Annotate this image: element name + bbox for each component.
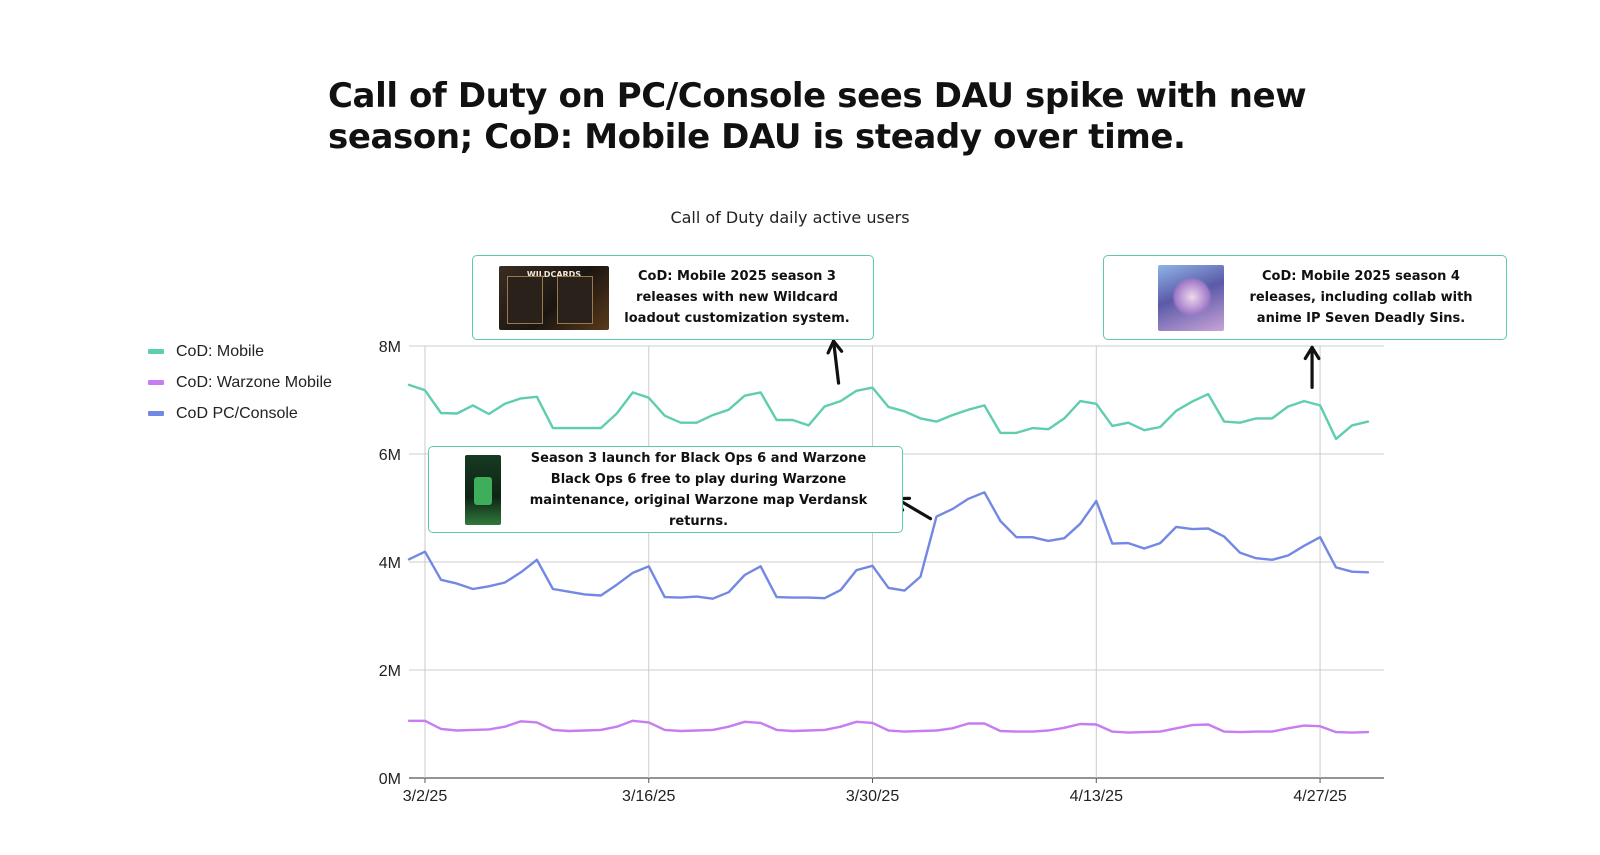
legend-label-warzone-mobile: CoD: Warzone Mobile (176, 373, 332, 391)
headline: Call of Duty on PC/Console sees DAU spik… (328, 76, 1328, 158)
y-tick-label: 8M (379, 339, 401, 356)
arrow-icon (826, 339, 844, 385)
soldier-art-icon (474, 476, 492, 505)
arrow-head (826, 339, 844, 355)
anime-collab-artwork-icon (1158, 264, 1224, 331)
arrow-icon (1303, 345, 1321, 389)
legend-item-mobile[interactable]: CoD: Mobile (148, 336, 332, 367)
x-tick-label: 3/16/25 (622, 788, 675, 805)
callout-text: Season 3 launch for Black Ops 6 and Warz… (529, 450, 868, 529)
legend-label-pc-console: CoD PC/Console (176, 404, 298, 422)
annotation-callout-season-3-pc: Season 3 launch for Black Ops 6 and Warz… (428, 446, 903, 533)
legend-item-warzone-mobile[interactable]: CoD: Warzone Mobile (148, 367, 332, 398)
black-ops-6-artwork-icon (465, 454, 501, 525)
series-line-pc-console (407, 491, 1370, 600)
chart-title: Call of Duty daily active users (670, 208, 910, 227)
arrow-head (1303, 345, 1321, 361)
y-tick-label: 0M (379, 771, 401, 788)
callout-text: CoD: Mobile 2025 season 4 releases, incl… (1249, 269, 1473, 326)
card-art-icon (507, 275, 543, 324)
chart-axes: 0M 2M 4M 6M 8M 3/2/25 3/16/25 3/30/25 4/13/25 4/2… (379, 339, 1347, 805)
callout-text: CoD: Mobile 2025 season 3 releases with … (624, 269, 850, 326)
y-tick-label: 4M (379, 555, 401, 572)
headline-line-1: Call of Duty on PC/Console sees DAU spik… (328, 76, 1307, 116)
y-tick-label: 6M (379, 447, 401, 464)
x-tick-label: 4/27/25 (1293, 788, 1346, 805)
legend-swatch-mobile-icon (148, 349, 164, 354)
x-tick-label: 4/13/25 (1070, 788, 1123, 805)
arrow-shaft (831, 339, 841, 385)
annotation-callout-season-4-mobile: CoD: Mobile 2025 season 4 releases, incl… (1103, 255, 1507, 340)
wildcards-artwork-icon: WILDCARDS (499, 265, 609, 330)
legend-label-mobile: CoD: Mobile (176, 342, 265, 360)
y-tick-label: 2M (379, 663, 401, 680)
legend-item-pc-console[interactable]: CoD PC/Console (148, 398, 332, 429)
legend: CoD: Mobile CoD: Warzone Mobile CoD PC/C… (148, 336, 332, 429)
x-tick-label: 3/2/25 (403, 788, 448, 805)
character-art-icon (1172, 276, 1212, 317)
x-tick-label: 3/30/25 (846, 788, 899, 805)
legend-swatch-pc-console-icon (148, 411, 164, 416)
card-art-icon (557, 275, 593, 324)
headline-line-2: season; CoD: Mobile DAU is steady over t… (328, 117, 1186, 157)
chart-grid (409, 345, 1384, 779)
annotation-callout-season-3-mobile: WILDCARDS CoD: Mobile 2025 season 3 rele… (472, 255, 874, 340)
chart-series (407, 383, 1370, 734)
thumb-label: WILDCARDS (526, 269, 582, 279)
series-line-warzone-mobile (407, 719, 1370, 734)
series-line-mobile (407, 383, 1370, 441)
legend-swatch-warzone-mobile-icon (148, 380, 164, 385)
